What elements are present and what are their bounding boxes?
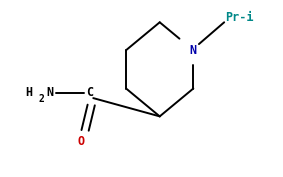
Text: Pr-i: Pr-i [226, 11, 254, 24]
Text: C: C [86, 86, 93, 99]
Text: N: N [190, 44, 197, 57]
Text: H: H [25, 86, 32, 99]
Text: 2: 2 [39, 94, 44, 104]
Text: N: N [46, 86, 53, 99]
Text: O: O [78, 135, 85, 148]
